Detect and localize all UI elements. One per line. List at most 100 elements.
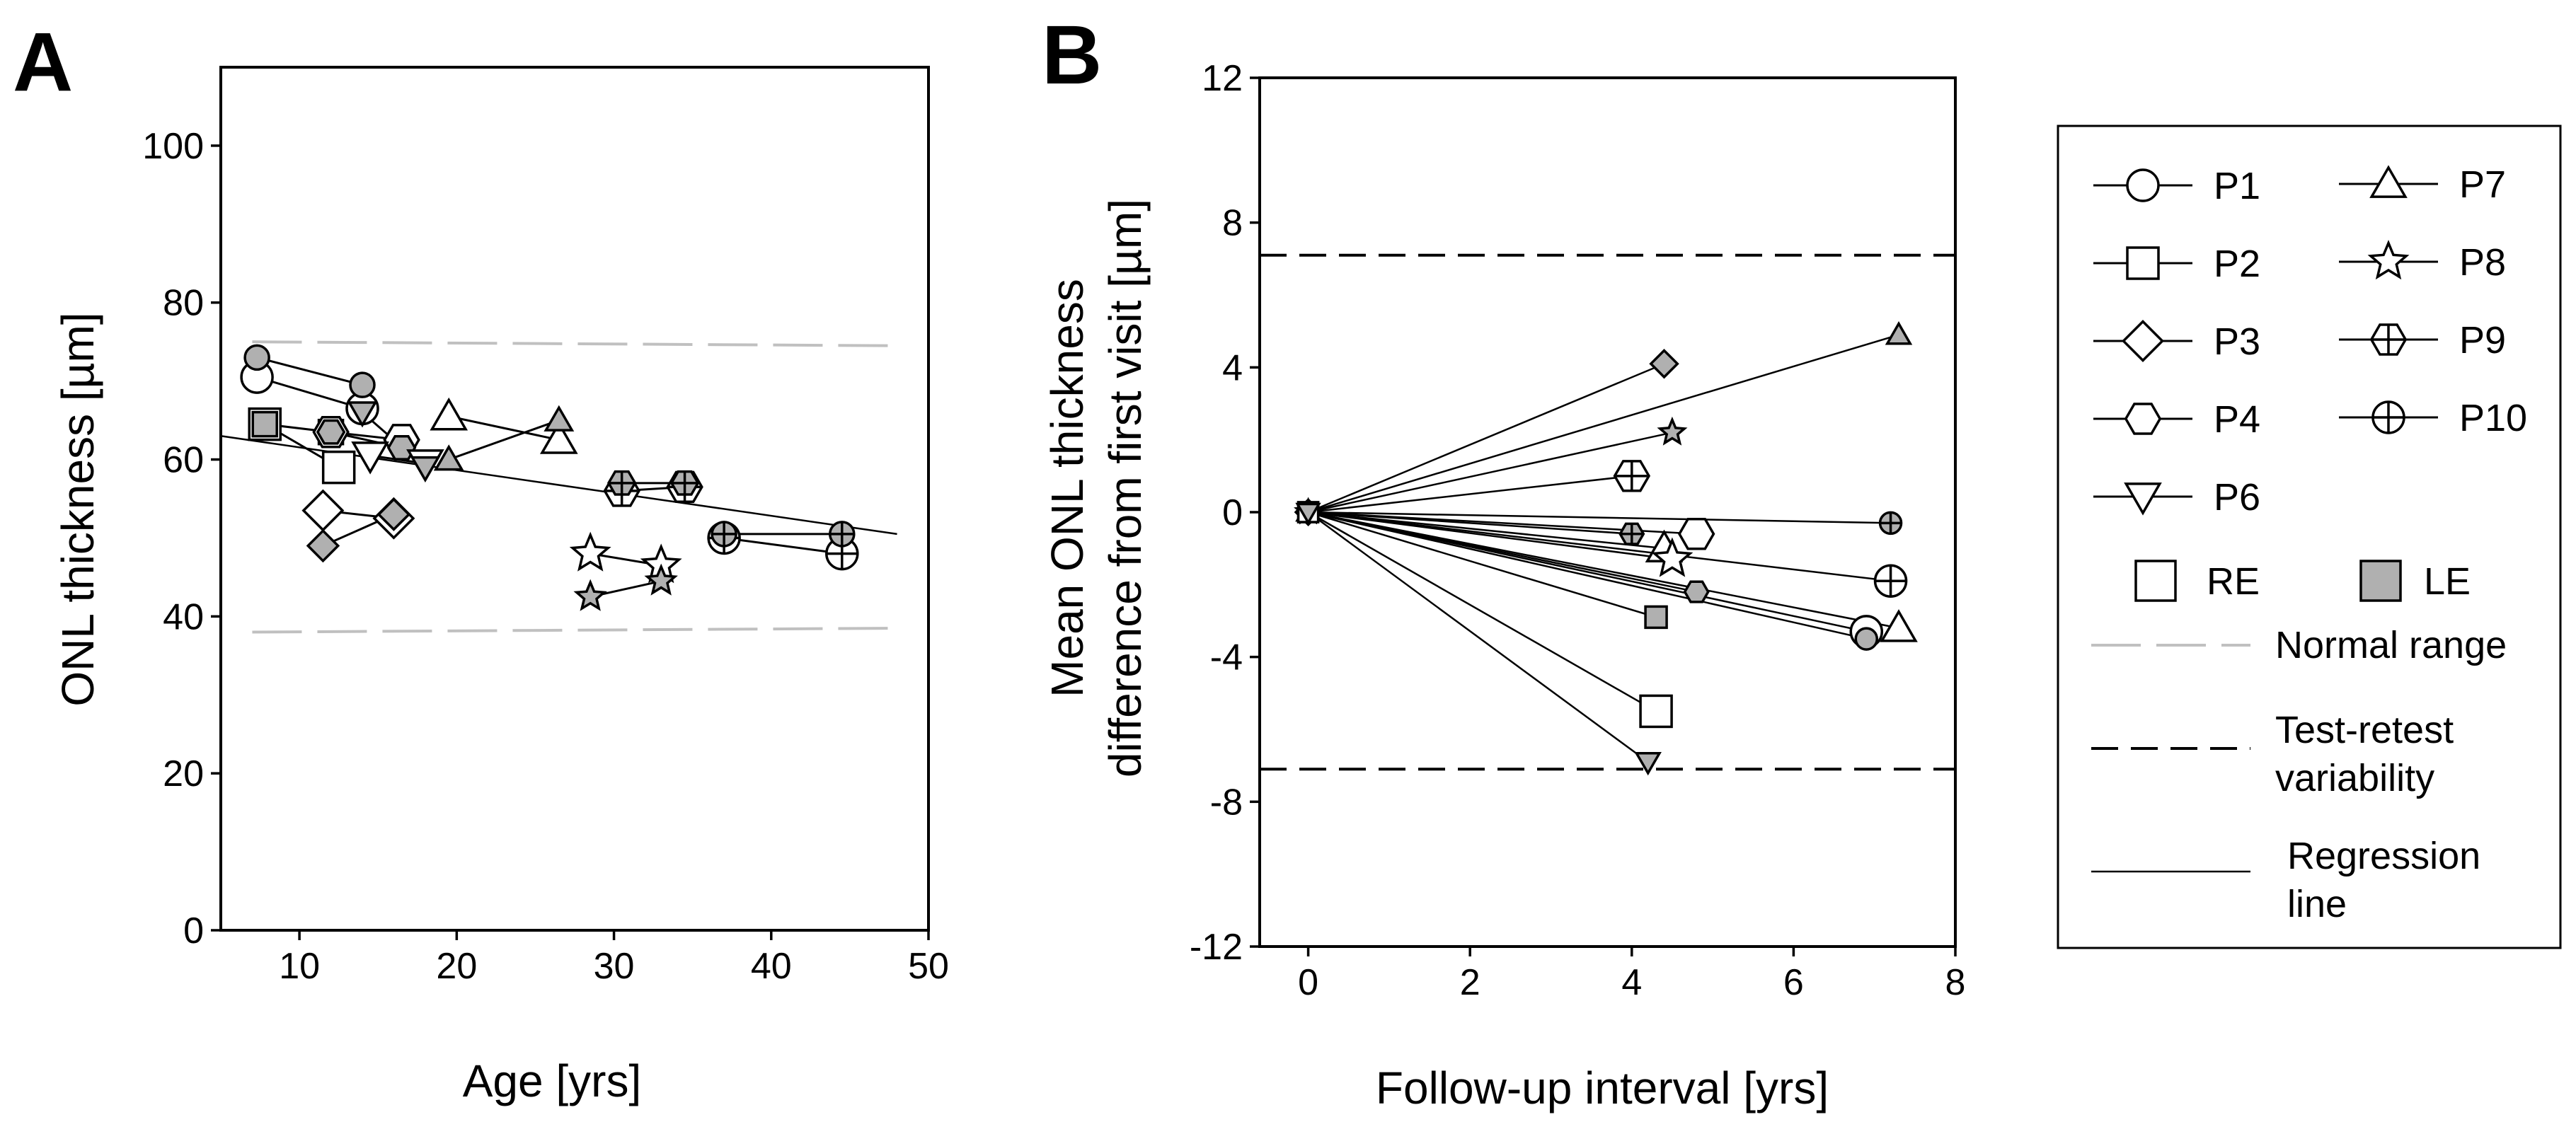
series-line-p1-re [1308, 511, 1867, 633]
point-p6-le [347, 401, 378, 428]
point-p10-re [1873, 564, 1908, 598]
point-p8-le [573, 579, 607, 611]
panel-label-b: B [1042, 8, 1102, 102]
legend-label-p3: P3 [2214, 320, 2260, 363]
point-p8-re [1651, 537, 1694, 577]
legend-test-retest-label-1: Test-retest [2275, 709, 2454, 751]
legend-label-p4: P4 [2214, 398, 2260, 441]
panel-a-x-axis-label: Age [yrs] [463, 1055, 642, 1106]
point-p7-le [1885, 320, 1913, 345]
legend-marker-p6 [2124, 482, 2162, 516]
point-p9-le [669, 470, 700, 496]
point-p10-le [711, 521, 737, 548]
series-line-p7-le [448, 419, 560, 461]
legend-label-p10: P10 [2459, 397, 2527, 439]
point-p2-le [251, 410, 278, 438]
baseline-p6-le [1295, 502, 1321, 526]
panel-a-y-tick-label: 40 [163, 596, 204, 637]
point-p10-le [829, 521, 856, 548]
series-line-p6-le [1307, 511, 1649, 763]
panel-b-y-tick-label: -8 [1210, 782, 1243, 823]
point-p7-re [1880, 609, 1918, 642]
panel-a-y-tick-label: 100 [142, 126, 204, 167]
panel-b-plot: 0 2 4 6 8 -12 -8 -4 0 4 8 12 [1190, 58, 1966, 1003]
panel-b-y-axis-label-line1: Mean ONL thickness [1042, 279, 1093, 698]
series-line-p7-re [448, 415, 560, 441]
point-p4-le [316, 419, 346, 445]
point-p7-le [433, 444, 464, 471]
series-line-p8-le [1308, 432, 1673, 514]
point-p9-le [1618, 522, 1645, 545]
panel-a-axes-frame [219, 66, 930, 932]
panel-a-y-tick-label: 80 [163, 283, 204, 324]
legend-label-p9: P9 [2459, 319, 2506, 361]
legend-normal-range-label: Normal range [2275, 624, 2507, 666]
panel-b-x-axis-label: Follow-up interval [yrs] [1376, 1063, 1829, 1113]
legend-label-p1: P1 [2214, 165, 2260, 207]
point-p6-le [1634, 751, 1662, 776]
series-line-p10-le [1308, 511, 1891, 524]
point-p9-le [606, 470, 637, 496]
point-p8-le [644, 563, 678, 596]
point-p8-le [1657, 416, 1688, 446]
point-p2-re [1639, 694, 1673, 729]
legend-re-swatch [2134, 560, 2177, 602]
legend-re-label: RE [2207, 560, 2260, 603]
panel-a-y-tick-label: 60 [163, 440, 204, 481]
series-line-p1-le [256, 356, 363, 386]
panel-a-x-tick-label: 40 [751, 946, 792, 987]
legend-le-swatch [2359, 560, 2402, 602]
point-p7-re [430, 397, 468, 431]
panel-b-y-tick-label: 8 [1222, 203, 1243, 244]
series-line-p7-le [1308, 334, 1899, 514]
point-p6-re [351, 441, 389, 475]
panel-b-y-axis-label-line2: difference from first visit [µm] [1100, 199, 1151, 777]
point-p1-le [349, 371, 376, 398]
point-p4-re [1677, 517, 1715, 550]
panel-b-y-tick-label: -4 [1210, 637, 1243, 678]
point-p9-re [1613, 460, 1651, 492]
panel-b-x-tick-label: 2 [1460, 962, 1480, 1003]
panel-b-y-tick-label: 0 [1222, 492, 1243, 533]
panel-a-y-tick-label: 20 [163, 753, 204, 794]
legend-marker-p9 [2369, 323, 2408, 356]
point-p3-le [306, 528, 340, 563]
legend-label-p2: P2 [2214, 243, 2260, 285]
series-line-p7-re [1308, 511, 1899, 629]
legend-test-retest-label-2: variability [2275, 757, 2434, 799]
legend-le-label: LE [2424, 560, 2471, 603]
panel-b-x-tick-label: 6 [1783, 962, 1804, 1003]
panel-a-x-tick-label: 20 [436, 946, 477, 987]
panel-b-x-tick-label: 0 [1298, 962, 1318, 1003]
panel-b-y-tick-label: 12 [1202, 58, 1243, 99]
point-p3-re [301, 489, 345, 532]
point-p10-le [1878, 511, 1903, 536]
legend-marker-p4 [2124, 403, 2162, 435]
point-p2-le [1644, 605, 1668, 630]
legend-regression-label-1: Regression [2287, 835, 2480, 877]
panel-a-x-tick-label: 30 [594, 946, 635, 987]
panel-a-x-tick-label: 10 [279, 946, 320, 987]
legend-marker-p3 [2122, 320, 2164, 362]
point-p3-le [1649, 349, 1679, 379]
point-p2-re [321, 450, 356, 485]
point-p4-le [386, 434, 417, 461]
legend-marker-p1 [2126, 168, 2160, 202]
point-p6-le [410, 456, 441, 483]
series-line-p1-le [1308, 511, 1867, 640]
panel-a-plot: 10 20 30 40 50 0 20 40 60 80 100 [142, 66, 949, 987]
series-line-p10-re [1308, 511, 1891, 582]
legend-marker-p2 [2126, 246, 2160, 280]
legend-label-p7: P7 [2459, 163, 2506, 206]
panel-b-x-tick-label: 4 [1621, 962, 1642, 1003]
point-p1-le [243, 344, 270, 371]
legend-label-p8: P8 [2459, 241, 2506, 284]
series-line-p9-re [1308, 475, 1632, 514]
series-line-p10-re [723, 536, 842, 555]
series-line-p7-re [1308, 511, 1664, 550]
panel-b-y-tick-label: 4 [1222, 347, 1243, 388]
legend-marker-p8 [2367, 240, 2410, 280]
legend-label-p6: P6 [2214, 476, 2260, 519]
legend-regression-label-2: line [2287, 883, 2347, 925]
